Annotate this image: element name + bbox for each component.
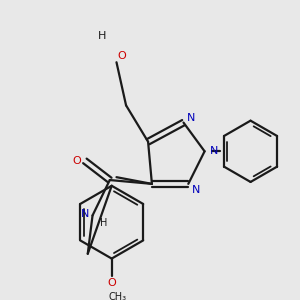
Text: N: N [192, 184, 200, 195]
Text: O: O [73, 156, 82, 166]
Text: N: N [210, 146, 218, 156]
Text: H: H [100, 218, 108, 228]
Text: N: N [187, 113, 195, 123]
Text: CH₃: CH₃ [108, 292, 127, 300]
Text: O: O [107, 278, 116, 289]
Text: N: N [81, 208, 89, 219]
Text: O: O [117, 50, 126, 61]
Text: H: H [98, 32, 106, 41]
